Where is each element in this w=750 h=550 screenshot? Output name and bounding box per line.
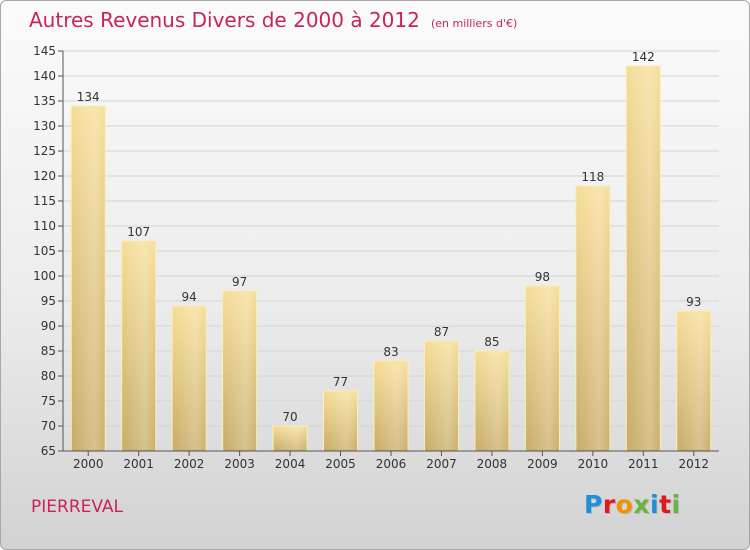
bar-highlight [274,427,307,450]
chart-title-unit: (en milliers d'€) [430,17,518,30]
bar-highlight [627,67,660,450]
bar-value-label: 93 [686,295,701,309]
y-tick-label: 130 [33,119,56,133]
x-tick-label: 2007 [426,457,457,471]
bar-value-label: 70 [282,410,297,424]
y-tick-label: 140 [33,69,56,83]
x-tick-label: 2011 [628,457,659,471]
y-tick-label: 105 [33,244,56,258]
y-tick-label: 115 [33,194,56,208]
y-tick-label: 90 [41,319,56,333]
x-tick-label: 2000 [73,457,104,471]
commune-name: PIERREVAL [31,497,124,517]
proxiti-logo: Proxiti [584,490,681,519]
bar-value-label: 85 [484,335,499,349]
bar-highlight [677,312,710,450]
bar-value-label: 118 [581,170,604,184]
y-tick-label: 80 [41,369,56,383]
bar-value-label: 77 [333,375,348,389]
y-tick-label: 125 [33,144,56,158]
x-tick-label: 2005 [325,457,356,471]
x-tick-label: 2003 [224,457,255,471]
y-tick-label: 65 [41,444,56,458]
y-tick-label: 110 [33,219,56,233]
bar-highlight [576,187,609,450]
bar-value-label: 142 [632,50,655,64]
y-tick-label: 95 [41,294,56,308]
bar-highlight [475,352,508,450]
bar-value-label: 134 [77,90,100,104]
bar-value-label: 98 [535,270,550,284]
bar-value-label: 83 [383,345,398,359]
y-tick-label: 135 [33,94,56,108]
y-tick-label: 145 [33,44,56,58]
bar-value-label: 94 [182,290,197,304]
y-tick-label: 70 [41,419,56,433]
y-tick-label: 85 [41,344,56,358]
y-tick-label: 100 [33,269,56,283]
bar-value-label: 107 [127,225,150,239]
y-tick-label: 75 [41,394,56,408]
bar-highlight [72,107,105,450]
y-tick-label: 120 [33,169,56,183]
x-tick-label: 2008 [477,457,508,471]
x-tick-label: 2010 [578,457,609,471]
bar-value-label: 97 [232,275,247,289]
bar-highlight [122,242,155,450]
x-tick-label: 2004 [275,457,306,471]
x-tick-label: 2001 [123,457,154,471]
bar-highlight [526,287,559,450]
bar-value-label: 87 [434,325,449,339]
x-tick-label: 2012 [678,457,709,471]
bar-highlight [375,362,407,450]
x-tick-label: 2009 [527,457,558,471]
x-tick-label: 2006 [376,457,407,471]
chart-title: Autres Revenus Divers de 2000 à 2012 (en… [29,8,517,32]
bar-highlight [425,342,458,450]
bar-highlight [324,392,357,450]
x-tick-label: 2002 [174,457,205,471]
bar-highlight [173,307,206,450]
bar-highlight [223,292,256,450]
chart-title-main: Autres Revenus Divers de 2000 à 2012 [29,8,420,32]
